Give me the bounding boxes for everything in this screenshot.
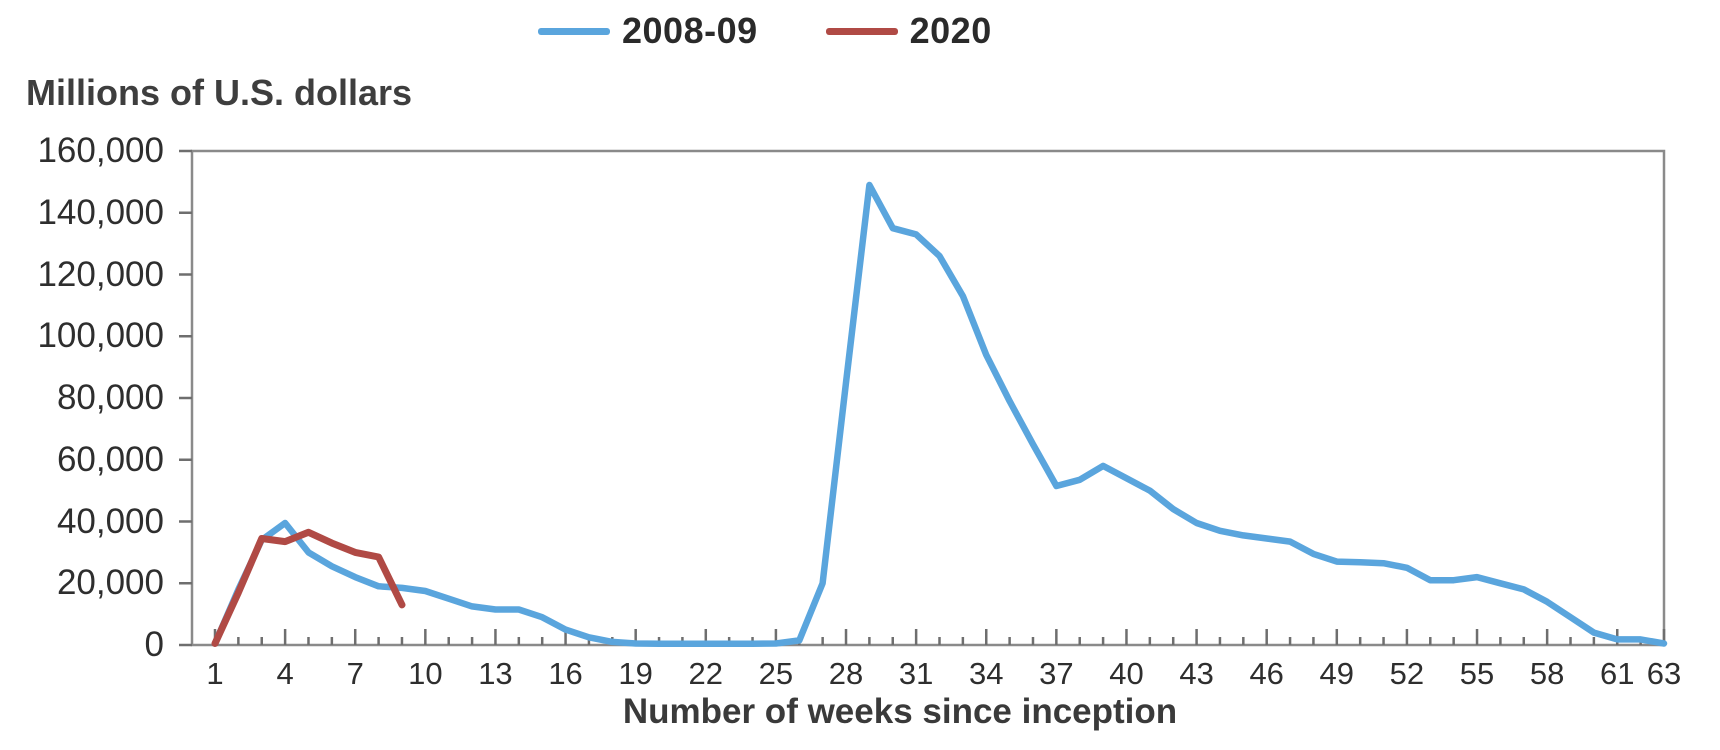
legend-label: 2020 [909, 10, 992, 51]
x-tick-label: 58 [1529, 656, 1565, 691]
x-tick-label: 16 [548, 656, 583, 691]
x-axis-title: Number of weeks since inception [622, 692, 1178, 731]
x-tick-label: 46 [1249, 656, 1284, 691]
legend-line-swatch [538, 27, 610, 35]
y-tick-label: 60,000 [56, 439, 164, 479]
x-tick-label: 52 [1389, 656, 1425, 691]
y-tick-label: 20,000 [56, 563, 164, 603]
x-tick-label: 19 [618, 656, 653, 691]
x-tick-label: 13 [478, 656, 513, 691]
x-tick-label: 61 [1600, 656, 1635, 691]
y-tick-label: 80,000 [56, 378, 164, 417]
x-tick-label: 40 [1109, 656, 1144, 691]
y-axis-title: Millions of U.S. dollars [26, 72, 413, 113]
chart-legend: 2008-09 2020 [538, 10, 992, 52]
x-tick-label: 25 [758, 656, 794, 691]
x-tick-label: 37 [1039, 656, 1074, 691]
x-tick-label: 7 [346, 656, 364, 691]
x-tick-label: 55 [1459, 656, 1495, 691]
x-tick-label: 28 [828, 656, 864, 691]
y-tick-label: 120,000 [37, 254, 164, 294]
y-tick-label: 140,000 [37, 192, 164, 232]
x-tick-label: 1 [206, 656, 224, 691]
y-tick-label: 0 [144, 625, 164, 664]
series-line-2008-09 [211, 181, 1668, 648]
y-tick-label: 100,000 [37, 316, 164, 356]
series-line-2020 [211, 528, 406, 647]
legend-label: 2008-09 [622, 10, 758, 51]
x-tick-label: 31 [898, 656, 934, 691]
y-tick-label: 160,000 [37, 131, 164, 170]
x-tick-label: 49 [1319, 656, 1355, 691]
x-tick-label: 63 [1646, 656, 1682, 691]
x-tick-label: 22 [688, 656, 724, 691]
legend-line-swatch [825, 27, 898, 35]
x-tick-label: 4 [276, 656, 294, 691]
legend-item-2020: 2020 [825, 10, 992, 52]
plot-frame [190, 149, 1666, 647]
x-tick-label: 34 [968, 656, 1004, 691]
legend-item-2008-09: 2008-09 [538, 10, 758, 52]
y-tick-label: 40,000 [56, 501, 164, 541]
x-tick-label: 43 [1179, 656, 1214, 691]
x-tick-label: 10 [408, 656, 443, 691]
